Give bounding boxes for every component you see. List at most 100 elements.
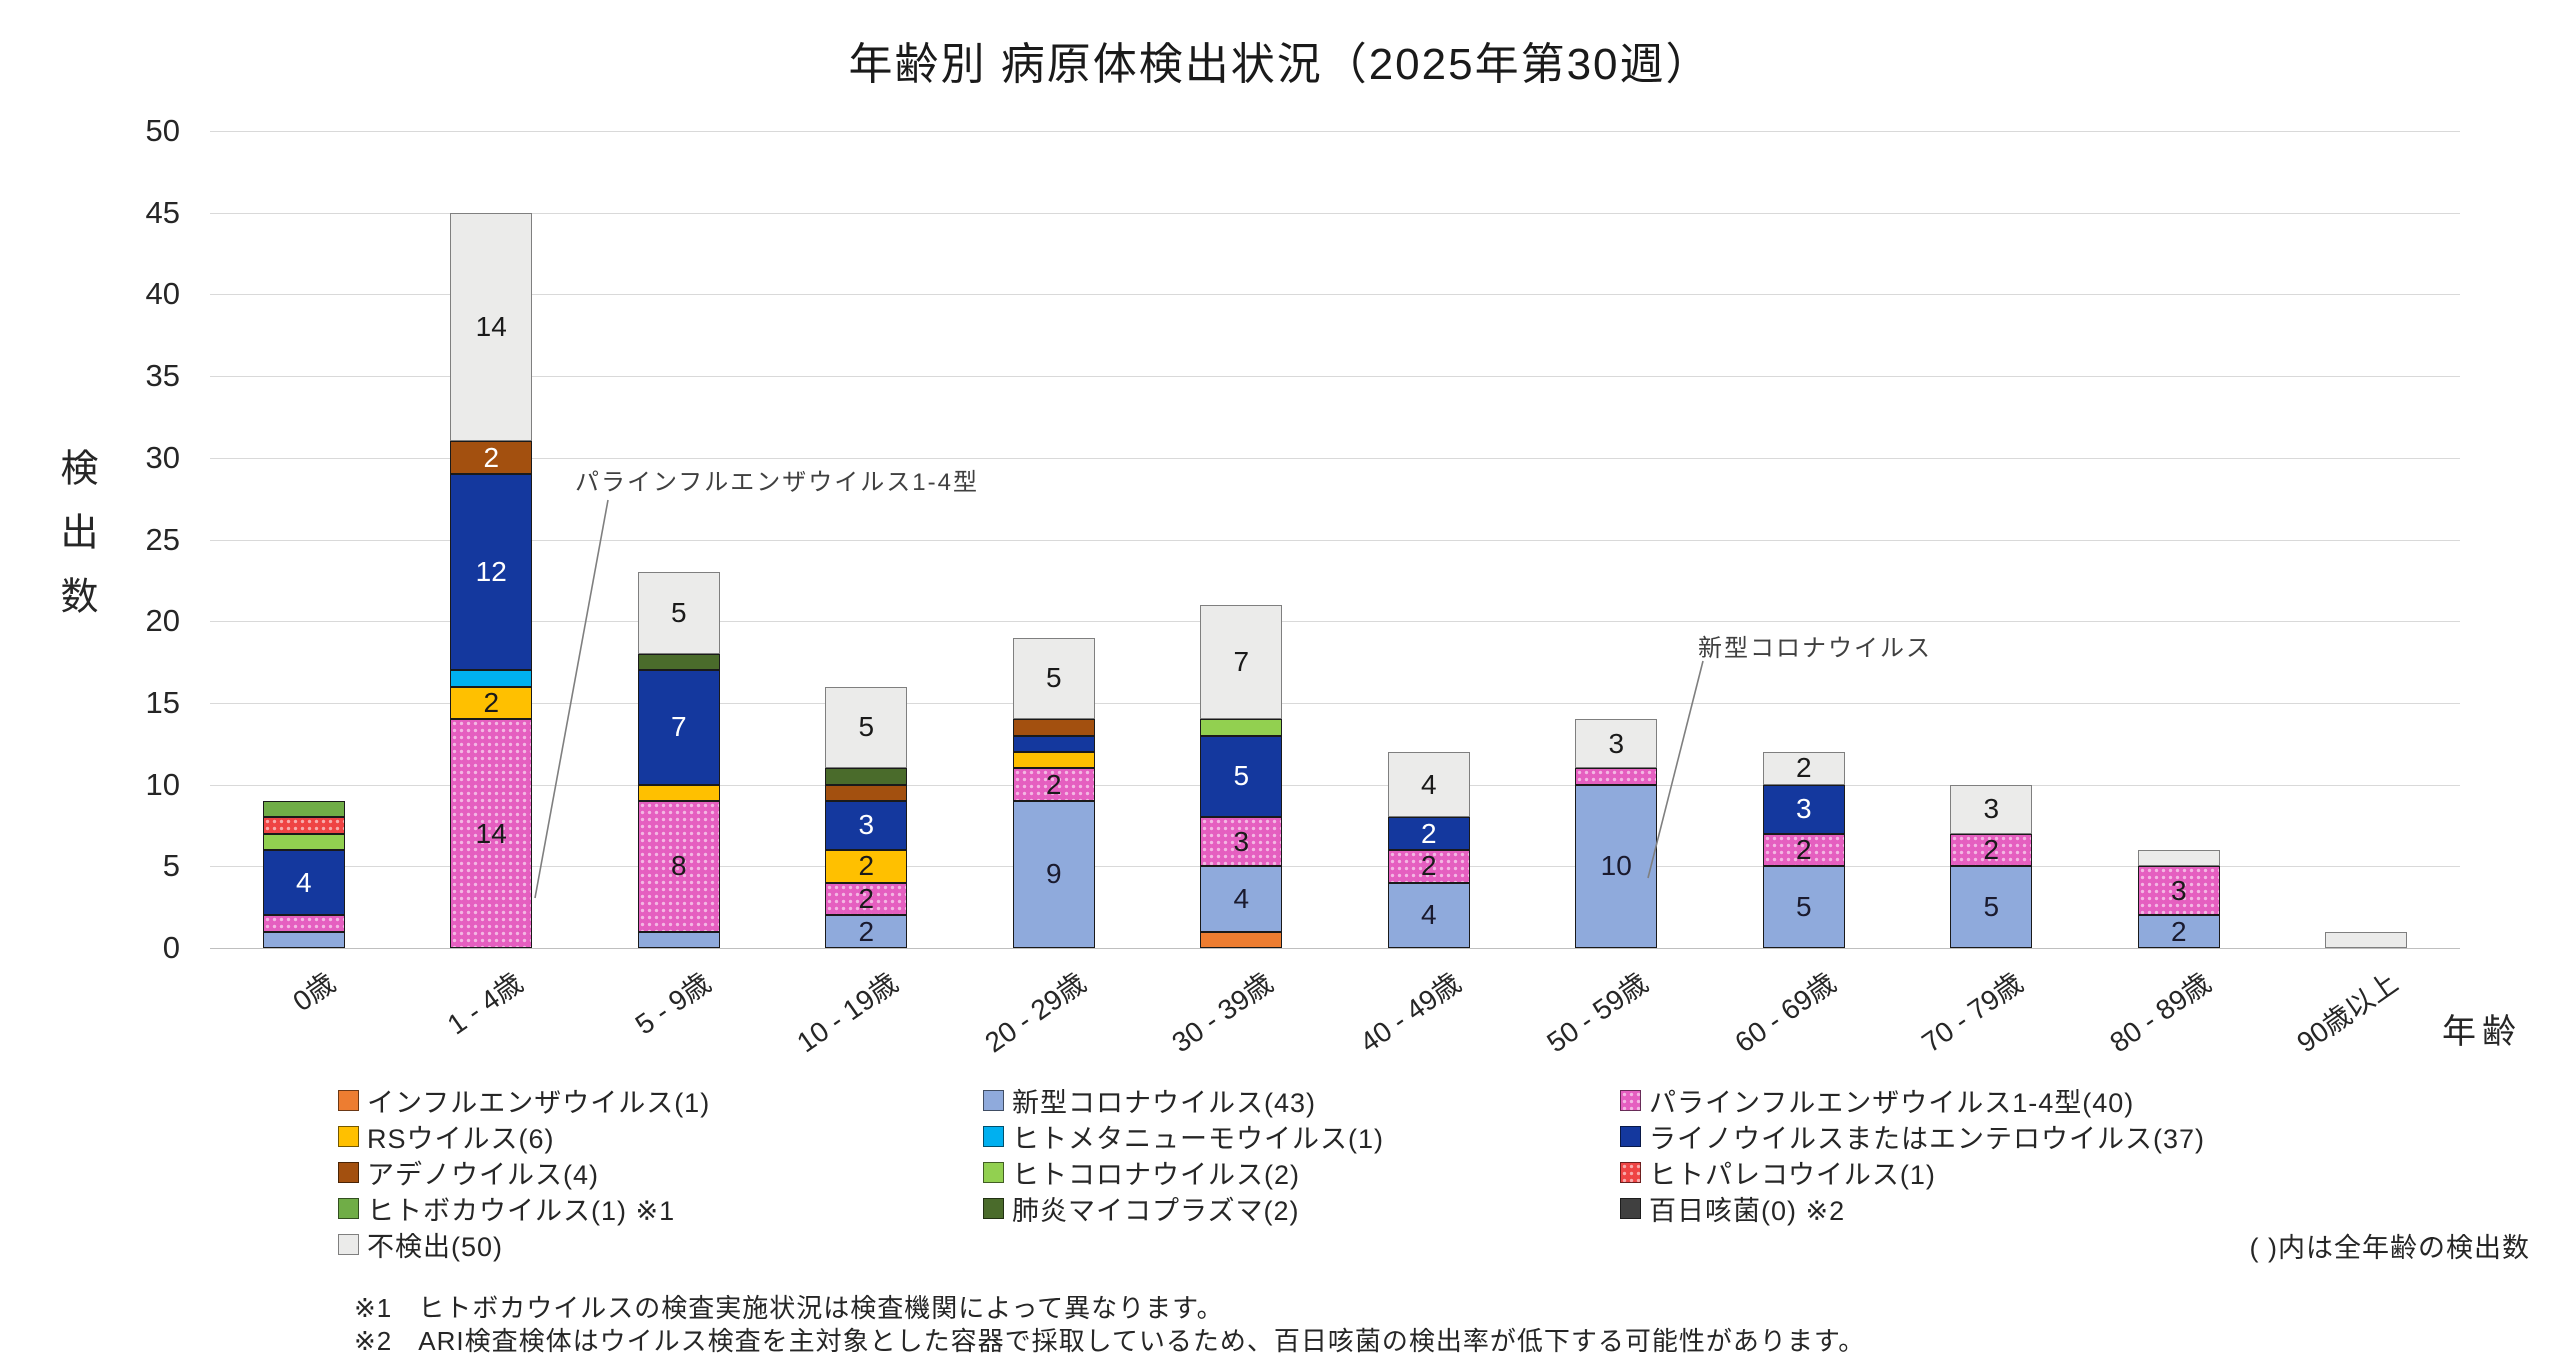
x-tick-0歳: 0歳 bbox=[287, 966, 341, 1018]
legend-label-アデノウイルス: アデノウイルス(4) bbox=[367, 1159, 599, 1190]
bar-segment-30 - 39歳-インフルエンザウイルス bbox=[1200, 931, 1283, 948]
data-label: 3 bbox=[2170, 874, 2187, 906]
x-tick-10 - 19歳: 10 - 19歳 bbox=[791, 966, 904, 1059]
gridline-40 bbox=[210, 294, 2460, 296]
bar-segment-5 - 9歳-新型コロナウイルス bbox=[637, 931, 720, 948]
legend-label-ヒトパレコウイルス: ヒトパレコウイルス(1) bbox=[1649, 1159, 1936, 1190]
bar-segment-90歳以上-不検出 bbox=[2325, 931, 2408, 948]
legend-label-インフルエンザウイルス: インフルエンザウイルス(1) bbox=[367, 1087, 711, 1118]
bar-segment-0歳-新型コロナウイルス bbox=[262, 931, 345, 948]
bar-segment-1 - 4歳-RSウイルス: 2 bbox=[450, 686, 533, 720]
x-tick-80 - 89歳: 80 - 89歳 bbox=[2103, 966, 2216, 1059]
data-label: 2 bbox=[858, 882, 875, 914]
bar-segment-50 - 59歳-パラインフルエンザウイルス1-4型 bbox=[1575, 768, 1658, 785]
bar-segment-30 - 39歳-不検出: 7 bbox=[1200, 604, 1283, 720]
footnote-2-mark: ※2 bbox=[354, 1326, 393, 1356]
bar-segment-10 - 19歳-肺炎マイコプラズマ bbox=[825, 768, 908, 785]
gridline-45 bbox=[210, 212, 2460, 214]
bar-segment-60 - 69歳-ライノウイルスまたはエンテロウイルス: 3 bbox=[1762, 784, 1845, 834]
legend-label-肺炎マイコプラズマ: 肺炎マイコプラズマ(2) bbox=[1012, 1195, 1300, 1226]
x-tick-70 - 79歳: 70 - 79歳 bbox=[1916, 966, 2029, 1059]
x-tick-90歳以上: 90歳以上 bbox=[2291, 966, 2404, 1059]
bar-segment-50 - 59歳-不検出: 3 bbox=[1575, 719, 1658, 769]
bar-segment-40 - 49歳-不検出: 4 bbox=[1387, 751, 1470, 818]
annotation-covid: 新型コロナウイルス bbox=[1698, 635, 1932, 662]
legend-label-パラインフルエンザウイルス1-4型: パラインフルエンザウイルス1-4型(40) bbox=[1649, 1087, 2135, 1118]
data-label: 5 bbox=[670, 597, 687, 629]
annotation-parainfluenza: パラインフルエンザウイルス1-4型 bbox=[575, 469, 979, 496]
legend-item-肺炎マイコプラズマ: 肺炎マイコプラズマ(2) bbox=[983, 1190, 1384, 1226]
bar-segment-30 - 39歳-パラインフルエンザウイルス1-4型: 3 bbox=[1200, 817, 1283, 867]
data-label: 2 bbox=[858, 915, 875, 947]
legend-label-ライノウイルスまたはエンテロウイルス: ライノウイルスまたはエンテロウイルス(37) bbox=[1649, 1123, 2206, 1154]
y-tick-45: 45 bbox=[145, 194, 180, 230]
legend-swatch-パラインフルエンザウイルス1-4型 bbox=[1620, 1089, 1641, 1111]
data-label: 2 bbox=[1420, 850, 1437, 882]
data-label: 8 bbox=[670, 850, 687, 882]
data-label: 2 bbox=[2170, 915, 2187, 947]
bar-segment-5 - 9歳-RSウイルス bbox=[637, 784, 720, 801]
bar-segment-20 - 29歳-ライノウイルスまたはエンテロウイルス bbox=[1012, 735, 1095, 752]
legend-item-ヒトコロナウイルス: ヒトコロナウイルス(2) bbox=[983, 1154, 1384, 1190]
data-label: 5 bbox=[858, 711, 875, 743]
legend-item-不検出: 不検出(50) bbox=[338, 1226, 710, 1262]
legend-label-新型コロナウイルス: 新型コロナウイルス(43) bbox=[1012, 1087, 1317, 1118]
bar-segment-1 - 4歳-ライノウイルスまたはエンテロウイルス: 12 bbox=[450, 474, 533, 671]
bar-segment-10 - 19歳-ライノウイルスまたはエンテロウイルス: 3 bbox=[825, 800, 908, 850]
legend-label-RSウイルス: RSウイルス(6) bbox=[367, 1123, 555, 1154]
legend-swatch-ヒトメタニューモウイルス bbox=[983, 1125, 1004, 1147]
data-label: 5 bbox=[1983, 891, 2000, 923]
legend-label-ヒトコロナウイルス: ヒトコロナウイルス(2) bbox=[1012, 1159, 1300, 1190]
legend-item-ヒトボカウイルス: ヒトボカウイルス(1) ※1 bbox=[338, 1190, 710, 1226]
bar-segment-40 - 49歳-新型コロナウイルス: 4 bbox=[1387, 882, 1470, 948]
gridline-15 bbox=[210, 702, 2460, 704]
bar-segment-0歳-パラインフルエンザウイルス1-4型 bbox=[262, 915, 345, 932]
x-tick-50 - 59歳: 50 - 59歳 bbox=[1541, 966, 1654, 1059]
bar-segment-5 - 9歳-不検出: 5 bbox=[637, 572, 720, 654]
bar-segment-20 - 29歳-パラインフルエンザウイルス1-4型: 2 bbox=[1012, 768, 1095, 801]
data-label: 2 bbox=[858, 850, 875, 882]
x-tick-40 - 49歳: 40 - 49歳 bbox=[1353, 966, 1466, 1059]
bar-segment-60 - 69歳-パラインフルエンザウイルス1-4型: 2 bbox=[1762, 833, 1845, 867]
x-tick-60 - 69歳: 60 - 69歳 bbox=[1728, 966, 1841, 1059]
data-label: 9 bbox=[1045, 858, 1062, 890]
bar-segment-0歳-ヒトコロナウイルス bbox=[262, 833, 345, 850]
bar-segment-1 - 4歳-不検出: 14 bbox=[450, 212, 533, 442]
y-tick-40: 40 bbox=[145, 276, 180, 312]
bar-segment-10 - 19歳-アデノウイルス bbox=[825, 784, 908, 801]
gridline-50 bbox=[210, 131, 2460, 132]
x-axis-title: 年齢 bbox=[2442, 1013, 2522, 1051]
legend-label-百日咳菌: 百日咳菌(0) ※2 bbox=[1649, 1195, 1846, 1226]
data-label: 3 bbox=[1795, 793, 1812, 825]
bar-segment-5 - 9歳-ライノウイルスまたはエンテロウイルス: 7 bbox=[637, 670, 720, 785]
bar-segment-20 - 29歳-アデノウイルス bbox=[1012, 719, 1095, 736]
data-label: 3 bbox=[1608, 727, 1625, 759]
data-label: 4 bbox=[1420, 768, 1437, 800]
data-label: 3 bbox=[1983, 793, 2000, 825]
legend-column-1: インフルエンザウイルス(1) RSウイルス(6) アデノウイルス(4) ヒトボカウイル… bbox=[338, 1082, 710, 1262]
y-tick-15: 15 bbox=[145, 684, 180, 720]
legend-swatch-百日咳菌 bbox=[1620, 1197, 1641, 1219]
gridline-35 bbox=[210, 376, 2460, 378]
bar-segment-40 - 49歳-ライノウイルスまたはエンテロウイルス: 2 bbox=[1387, 817, 1470, 850]
legend-item-アデノウイルス: アデノウイルス(4) bbox=[338, 1154, 710, 1190]
gridline-10 bbox=[210, 784, 2460, 786]
gridline-30 bbox=[210, 457, 2460, 459]
data-label: 12 bbox=[475, 556, 507, 588]
y-tick-10: 10 bbox=[145, 766, 180, 802]
footnote-2-text: ARI検査検体はウイルス検査を主対象とした容器で採取しているため、百日咳菌の検出… bbox=[418, 1326, 1866, 1356]
bar-segment-70 - 79歳-不検出: 3 bbox=[1950, 784, 2033, 834]
bar-segment-10 - 19歳-RSウイルス: 2 bbox=[825, 849, 908, 883]
legend-swatch-ライノウイルスまたはエンテロウイルス bbox=[1620, 1125, 1641, 1147]
bar-segment-20 - 29歳-RSウイルス bbox=[1012, 751, 1095, 769]
bar-segment-10 - 19歳-パラインフルエンザウイルス1-4型: 2 bbox=[825, 882, 908, 916]
bar-segment-80 - 89歳-新型コロナウイルス: 2 bbox=[2137, 915, 2220, 948]
y-tick-20: 20 bbox=[145, 603, 180, 639]
legend-label-ヒトメタニューモウイルス: ヒトメタニューモウイルス(1) bbox=[1012, 1123, 1384, 1154]
bar-segment-0歳-ライノウイルスまたはエンテロウイルス: 4 bbox=[262, 849, 345, 916]
bar-segment-5 - 9歳-パラインフルエンザウイルス1-4型: 8 bbox=[637, 800, 720, 932]
paren-count-note: ( )内は全年齢の検出数 bbox=[2249, 1233, 2530, 1263]
x-tick-20 - 29歳: 20 - 29歳 bbox=[978, 966, 1091, 1059]
data-label: 4 bbox=[1420, 899, 1437, 931]
data-label: 5 bbox=[1045, 662, 1062, 694]
